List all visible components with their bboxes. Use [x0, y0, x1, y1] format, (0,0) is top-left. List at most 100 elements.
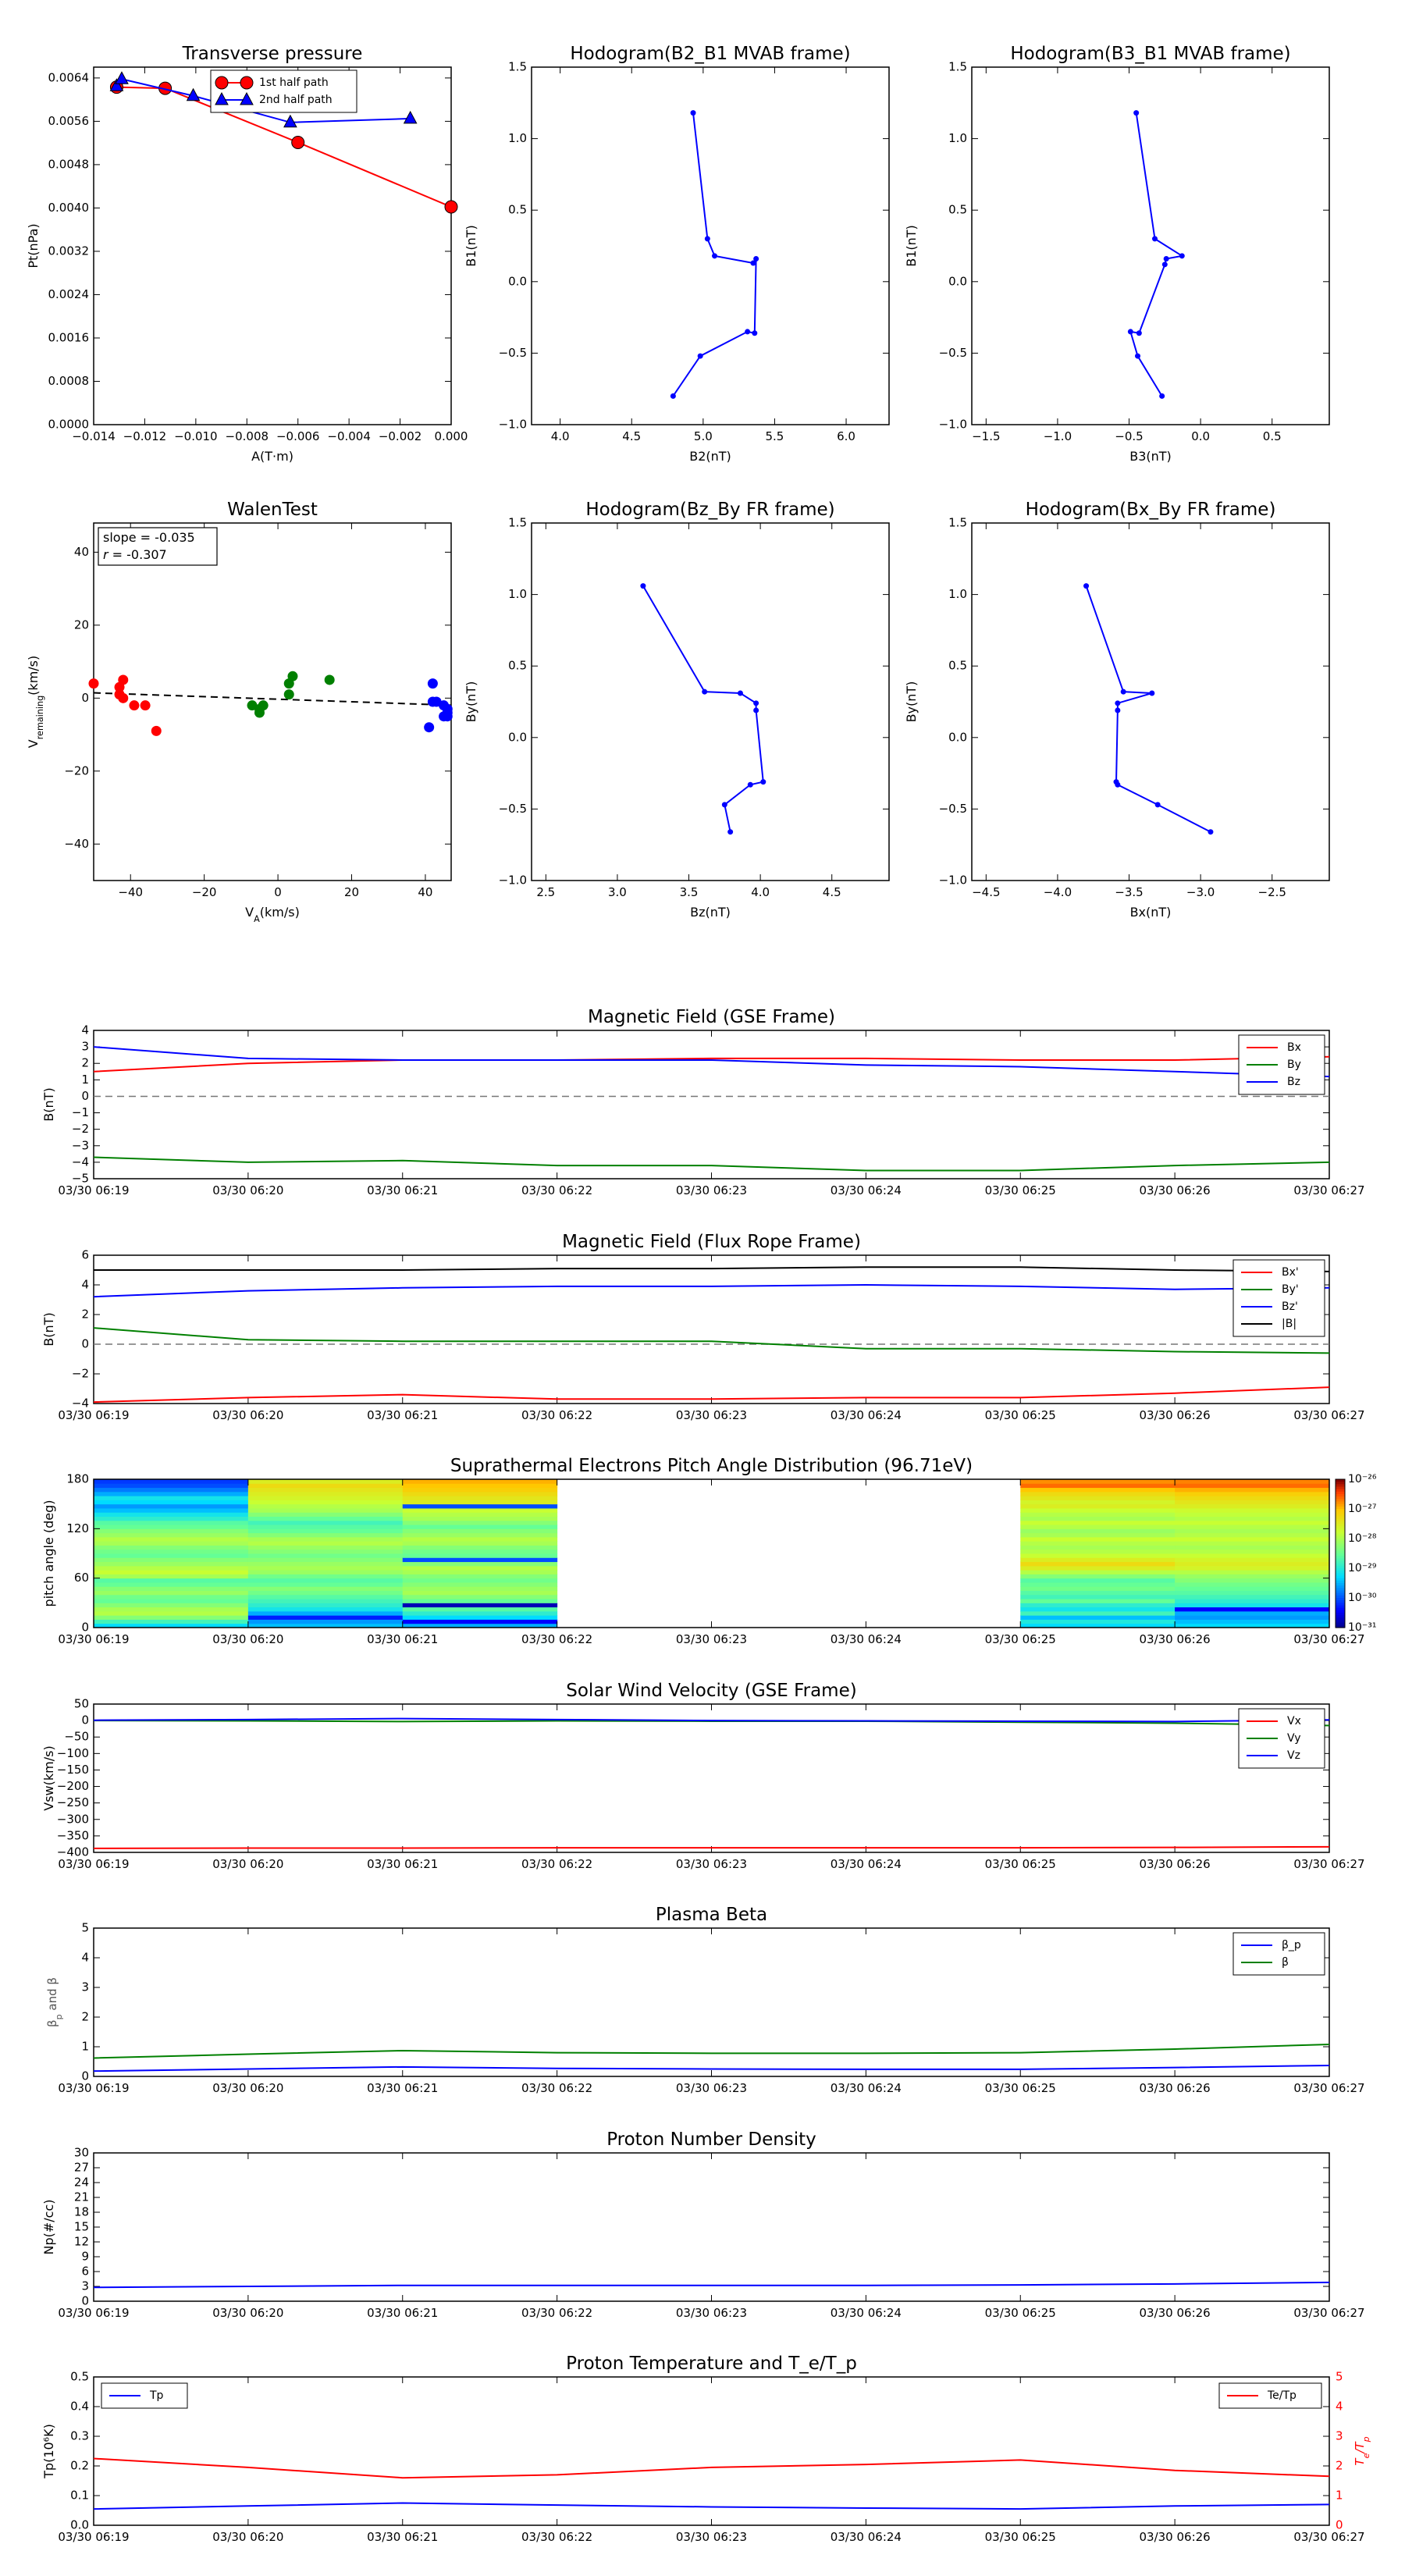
x-tick-label: 4.0	[551, 429, 570, 443]
x-axis-label: VA(km/s)	[245, 905, 300, 924]
y-tick-label: 4	[81, 1951, 89, 1965]
heatmap-cell	[247, 1491, 404, 1496]
axes-frame	[93, 2152, 1330, 2302]
legend-label: β_p	[1282, 1939, 1301, 1952]
time-tick-label: 03/30 06:24	[831, 1857, 902, 1871]
heatmap-cell	[1020, 1610, 1176, 1616]
heatmap-cell	[247, 1525, 404, 1529]
heatmap-cell	[1020, 1594, 1176, 1599]
heatmap-cell	[1175, 1479, 1330, 1484]
data-point	[215, 76, 229, 90]
x-tick-label: 5.5	[766, 429, 784, 443]
time-tick-label: 03/30 06:19	[58, 1183, 129, 1197]
time-tick-label: 03/30 06:21	[367, 2530, 438, 2544]
y-tick-label: 0	[81, 2294, 89, 2308]
data-point	[1133, 110, 1140, 116]
time-tick-label: 03/30 06:27	[1293, 2530, 1364, 2544]
heatmap-cell	[1175, 1520, 1330, 1525]
heatmap-cell	[1175, 1557, 1330, 1563]
heatmap-cell	[247, 1553, 404, 1558]
heatmap-cell	[1175, 1500, 1330, 1505]
x-tick-label: 6.0	[837, 429, 855, 443]
series-line	[93, 1156, 1330, 1172]
colorbar-cell	[1336, 1578, 1345, 1582]
heatmap-cell	[94, 1619, 249, 1624]
legend-label: Vy	[1287, 1732, 1301, 1745]
y-tick-label: 0.5	[948, 659, 967, 673]
heatmap-cell	[402, 1541, 558, 1546]
colorbar-cell	[1336, 1533, 1345, 1537]
colorbar-cell	[1336, 1528, 1345, 1532]
time-tick-label: 03/30 06:23	[676, 2306, 747, 2320]
data-point	[444, 200, 458, 214]
data-point	[427, 678, 438, 689]
series-line	[93, 1283, 1330, 1298]
annotation-text: r = -0.307	[103, 547, 167, 562]
axes-frame	[93, 1030, 1330, 1179]
y-tick-label: 24	[74, 2176, 89, 2190]
y-tick-label: −1	[72, 1105, 89, 1119]
heatmap-cell	[94, 1578, 249, 1583]
data-point	[442, 707, 453, 718]
y-axis-label: By(nT)	[464, 681, 478, 723]
heatmap-cell	[1020, 1536, 1176, 1542]
y-tick-label: 120	[66, 1521, 89, 1535]
data-point	[702, 688, 708, 695]
colorbar-cell	[1336, 1583, 1345, 1586]
y-tick-label: 0.0	[508, 730, 527, 744]
heatmap-cell	[402, 1516, 558, 1521]
chart-title: WalenTest	[227, 500, 318, 520]
heatmap-cell	[94, 1528, 249, 1534]
y-tick-label: 0	[81, 1713, 89, 1727]
heatmap-cell	[1020, 1578, 1176, 1583]
chart-t1: Magnetic Field (GSE Frame) −5 −4 −3 −2 −1 0 1 2 3…	[41, 1007, 1365, 1197]
data-point	[287, 671, 298, 681]
data-point	[1083, 583, 1090, 589]
data-point	[750, 260, 756, 266]
x-tick-label: 0	[274, 885, 282, 899]
heatmap-cell	[402, 1483, 558, 1489]
y-tick-label: 6	[81, 1248, 89, 1262]
colorbar-cell	[1336, 1590, 1345, 1594]
heatmap-cell	[402, 1532, 558, 1538]
y-tick-label: 0.5	[508, 659, 527, 673]
y-tick-label: 4	[81, 1023, 89, 1037]
time-tick-label: 03/30 06:20	[212, 2530, 283, 2544]
heatmap-cell	[94, 1479, 249, 1484]
colorbar-cell	[1336, 1585, 1345, 1589]
heatmap-cell	[94, 1520, 249, 1525]
heatmap-cell	[1020, 1487, 1176, 1493]
colorbar-label: 10⁻³¹	[1348, 1621, 1376, 1634]
time-tick-label: 03/30 06:22	[521, 1857, 592, 1871]
time-tick-label: 03/30 06:26	[1140, 2530, 1211, 2544]
colorbar-cell	[1336, 1501, 1345, 1505]
legend-label: Vx	[1287, 1715, 1301, 1727]
data-point	[1127, 329, 1133, 335]
colorbar-cell	[1336, 1535, 1345, 1539]
time-tick-label: 03/30 06:24	[831, 2306, 902, 2320]
heatmap-cell	[402, 1496, 558, 1500]
heatmap-cell	[1020, 1582, 1176, 1587]
heatmap-cell	[247, 1565, 404, 1571]
colorbar-cell	[1336, 1595, 1345, 1599]
axes-frame	[531, 66, 890, 425]
heatmap-cell	[247, 1561, 404, 1567]
y-tick-label: −1.0	[499, 418, 527, 432]
colorbar-cell	[1336, 1503, 1345, 1507]
time-tick-label: 03/30 06:20	[212, 1183, 283, 1197]
y-tick-label: −2	[72, 1122, 89, 1136]
x-tick-label: −0.014	[72, 429, 116, 443]
y-tick-label: 12	[74, 2235, 89, 2249]
heatmap-cell	[1175, 1599, 1330, 1603]
heatmap-cell	[1175, 1496, 1330, 1500]
time-tick-label: 03/30 06:25	[985, 1183, 1056, 1197]
series-line	[93, 2064, 1330, 2073]
y-axis-label: βp and β	[45, 1977, 64, 2027]
data-point	[1179, 253, 1185, 259]
heatmap-cell	[94, 1606, 249, 1612]
colorbar-cell	[1336, 1546, 1345, 1550]
colorbar-cell	[1336, 1620, 1345, 1624]
colorbar-cell	[1336, 1543, 1345, 1547]
heatmap-cell	[247, 1545, 404, 1550]
y-tick-label: −0.5	[939, 802, 967, 816]
